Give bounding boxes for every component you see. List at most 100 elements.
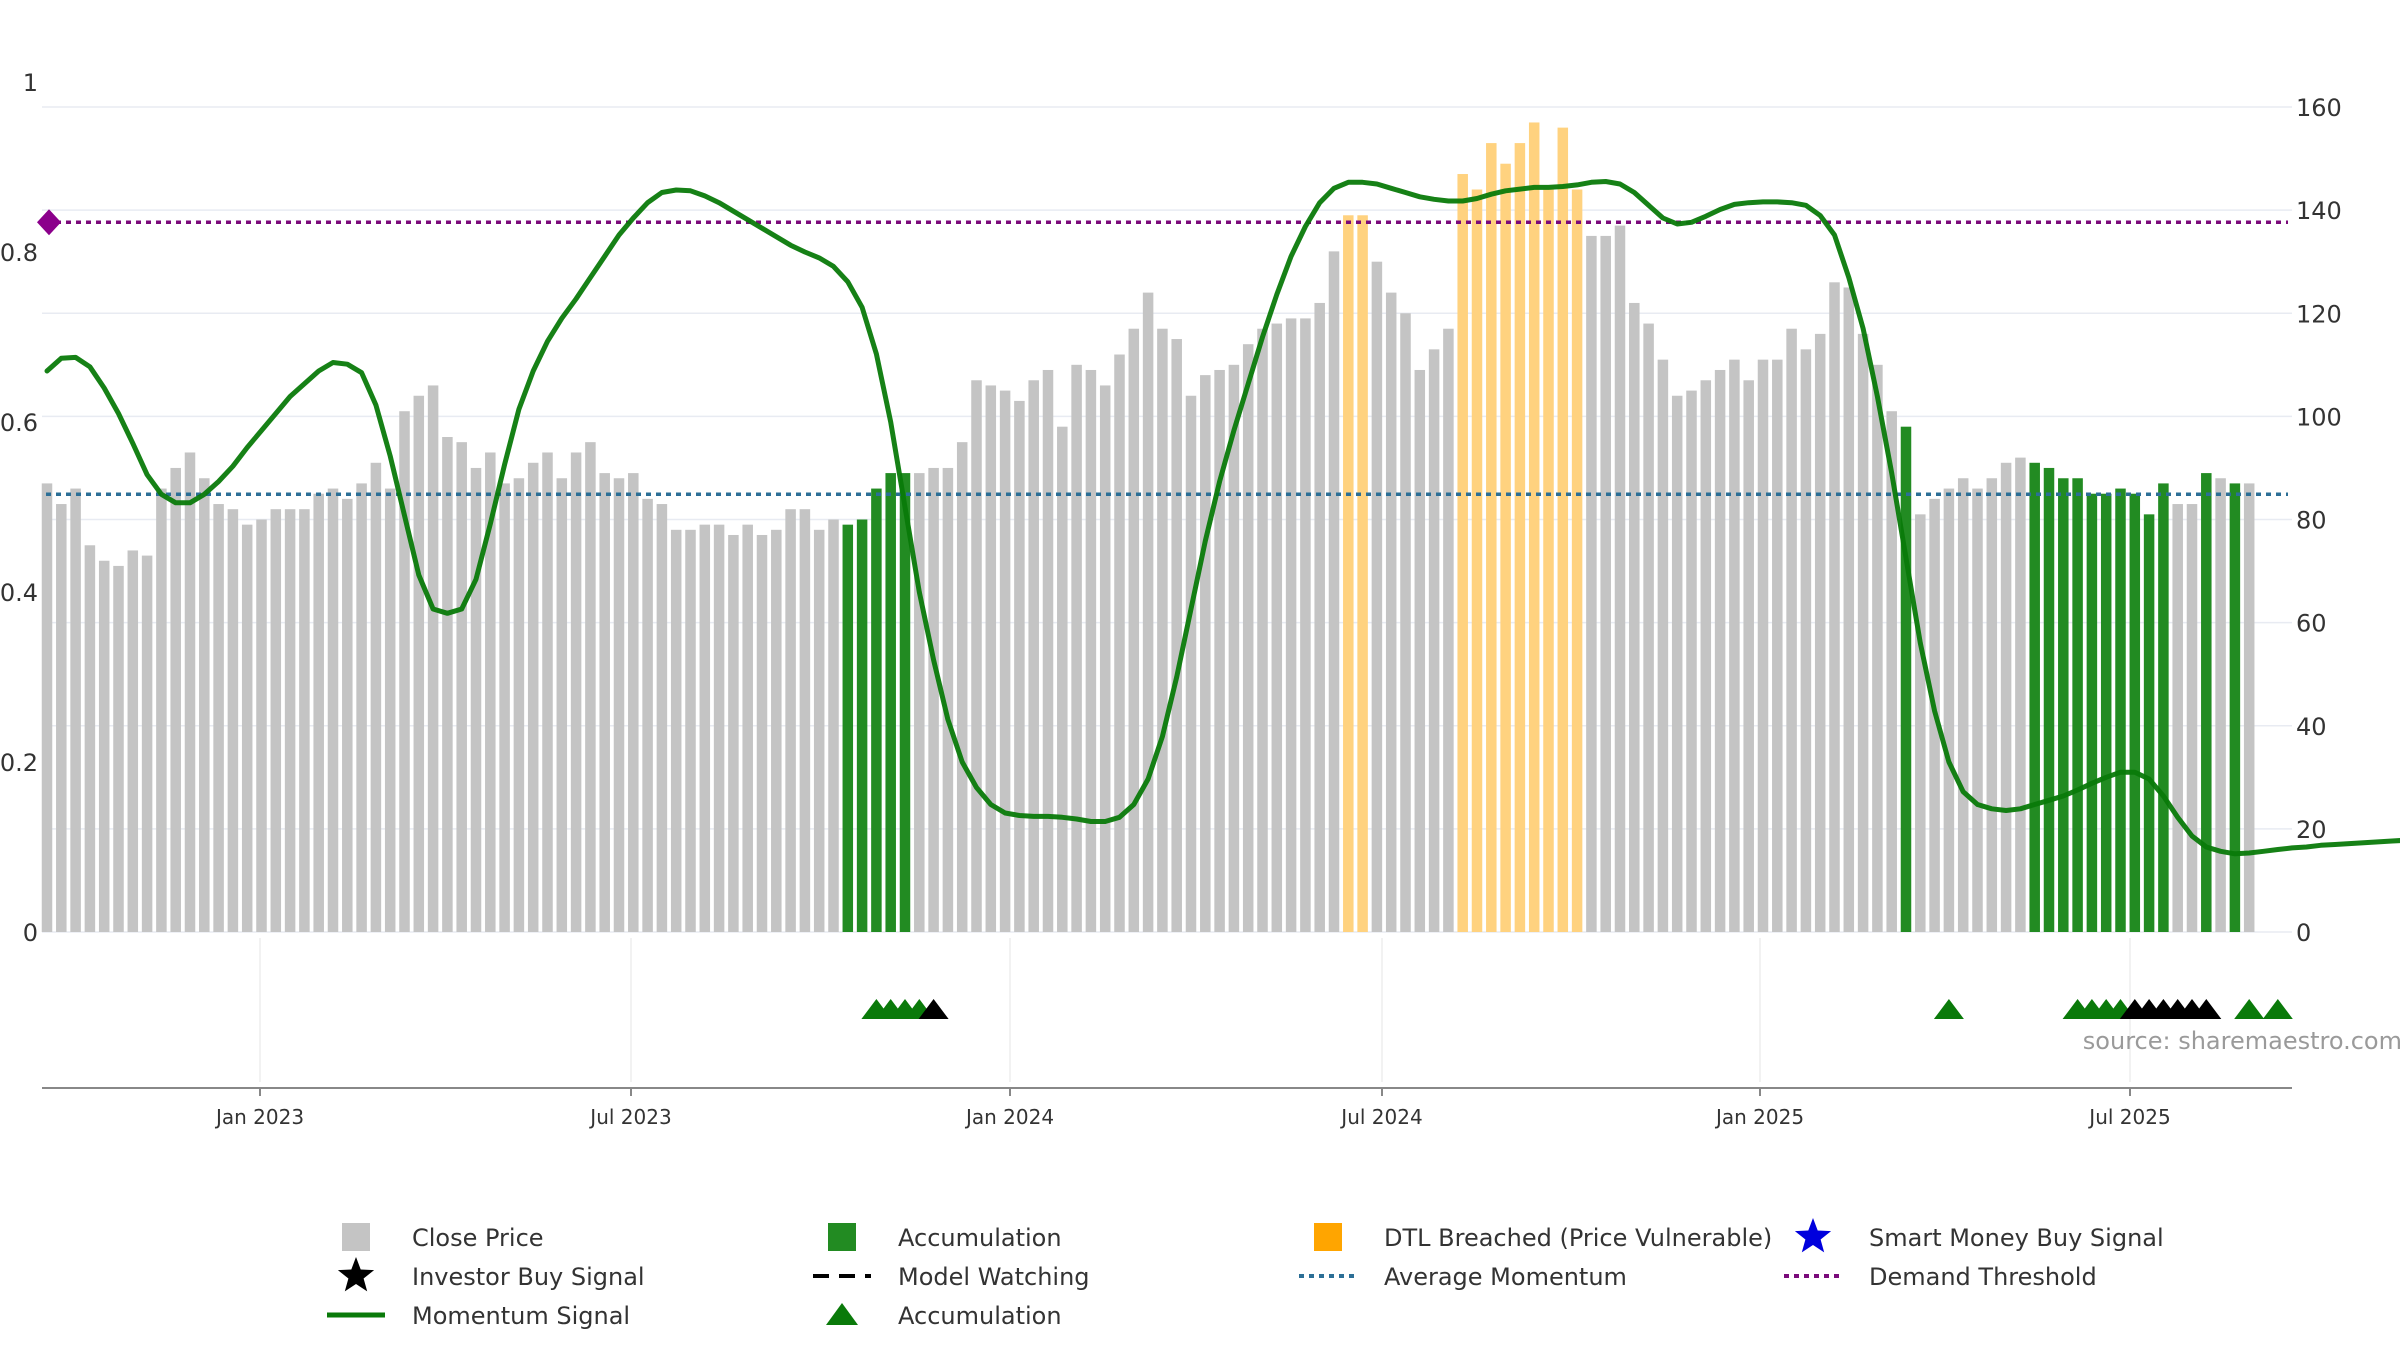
accumulation-bar [856, 519, 868, 932]
legend-item: Momentum Signal [327, 1302, 630, 1330]
close-price-bar [1786, 328, 1797, 932]
accumulation-bar [871, 488, 882, 932]
dtl-breached-bar [1357, 215, 1368, 932]
close-price-bar [284, 509, 296, 932]
legend-label: Accumulation [898, 1302, 1062, 1330]
accumulation-bar [2100, 493, 2112, 932]
dtl-breached-bar [1343, 215, 1354, 932]
close-price-bar [1915, 514, 1926, 932]
close-price-bar [1142, 292, 1154, 932]
close-price-bar [2243, 483, 2255, 932]
close-price-bar [785, 509, 796, 932]
close-price-bar [1714, 369, 1726, 932]
left-tick-label: 0.4 [0, 579, 38, 607]
close-price-bar [1328, 251, 1340, 932]
close-price-bar [299, 509, 310, 932]
close-price-bar [1114, 354, 1125, 932]
legend-item: Model Watching [813, 1263, 1090, 1291]
close-price-bar [1242, 344, 1254, 932]
close-price-bar [427, 385, 439, 932]
close-price-bar [828, 519, 839, 932]
close-price-bar [1872, 364, 1883, 932]
close-price-bar [1071, 364, 1082, 932]
close-price-bar [2215, 478, 2226, 932]
close-price-bar [1371, 261, 1383, 932]
left-tick-label: 1 [23, 69, 38, 97]
close-price-bar [599, 473, 610, 932]
close-price-bar [184, 452, 196, 932]
legend-label: Accumulation [898, 1224, 1062, 1252]
close-price-bar [1586, 235, 1597, 932]
close-price-bar [1428, 349, 1440, 932]
close-price-bar [999, 390, 1011, 932]
legend-item: Close Price [342, 1223, 544, 1252]
close-price-bar [1743, 380, 1754, 932]
x-tick-label: Jul 2023 [588, 1105, 671, 1129]
accumulation-bar [2029, 462, 2040, 932]
right-tick-label: 80 [2296, 507, 2327, 535]
close-price-bar [213, 504, 224, 932]
close-price-bar [313, 493, 324, 932]
close-price-bar [1886, 411, 1897, 932]
close-price-bar [942, 467, 954, 932]
close-price-bar [141, 555, 153, 932]
close-price-bar [1600, 235, 1611, 932]
dtl-breached-bar [1571, 189, 1583, 932]
x-tick-label: Jul 2025 [2087, 1105, 2170, 1129]
left-tick-label: 0.2 [0, 749, 38, 777]
close-price-bar [1200, 375, 1211, 932]
close-price-bar [1042, 369, 1054, 932]
accumulation-bar [2115, 488, 2126, 932]
legend-label: DTL Breached (Price Vulnerable) [1384, 1224, 1772, 1252]
close-price-bar [2186, 504, 2198, 932]
close-price-bar [384, 488, 396, 932]
close-price-bar [1772, 359, 1783, 932]
close-price-bar [1757, 359, 1769, 932]
legend: Close Price Accumulation DTL Breached (Pri… [327, 1218, 2164, 1330]
close-price-bar [1385, 292, 1397, 932]
close-price-bar [156, 488, 167, 932]
close-price-bar [1800, 349, 1812, 932]
close-price-bar [642, 498, 653, 932]
close-price-bar [241, 524, 253, 932]
legend-item: Average Momentum [1299, 1263, 1627, 1291]
close-price-bar [1300, 318, 1311, 932]
legend-label: Average Momentum [1384, 1263, 1627, 1291]
demand-threshold-marker [37, 209, 61, 236]
accumulation-bar [2143, 514, 2155, 932]
close-price-bar [98, 560, 110, 932]
close-price-bar [1657, 359, 1669, 932]
close-price-bar [699, 524, 711, 932]
axes: Jan 2023 Jul 2023 Jan 2024 Jul 2024 Jan 2025… [0, 69, 2342, 1129]
accumulation-bar [2058, 478, 2069, 932]
close-price-bar [613, 478, 625, 932]
close-price-bar [1099, 385, 1111, 932]
close-price-bar [1057, 426, 1068, 932]
legend-label: Investor Buy Signal [412, 1263, 645, 1291]
left-tick-label: 0.6 [0, 409, 38, 437]
legend-item: Demand Threshold [1784, 1263, 2097, 1291]
close-price-bar [499, 483, 510, 932]
x-tick-label: Jan 2025 [1714, 1105, 1804, 1129]
close-price-bar [442, 437, 453, 932]
close-price-bar [656, 504, 668, 932]
momentum-signal-line [44, 179, 2400, 857]
close-price-bar [1271, 323, 1283, 932]
close-price-bar [342, 498, 353, 932]
close-price-bar [628, 473, 639, 932]
legend-swatch [828, 1223, 856, 1251]
close-price-bar [2172, 504, 2183, 932]
accumulation-bar [1900, 426, 1912, 932]
close-price-bar [1414, 369, 1426, 932]
accumulation-bar [899, 473, 911, 932]
close-price-bar [685, 529, 696, 932]
close-price-bar [1400, 313, 1411, 932]
right-tick-label: 160 [2296, 94, 2342, 122]
close-price-bar [470, 467, 482, 932]
close-price-bar [1185, 395, 1197, 932]
close-price-bar [1857, 333, 1869, 932]
close-price-bar [570, 452, 582, 932]
close-price-bar [742, 524, 753, 932]
close-price-bar [1943, 488, 1955, 932]
